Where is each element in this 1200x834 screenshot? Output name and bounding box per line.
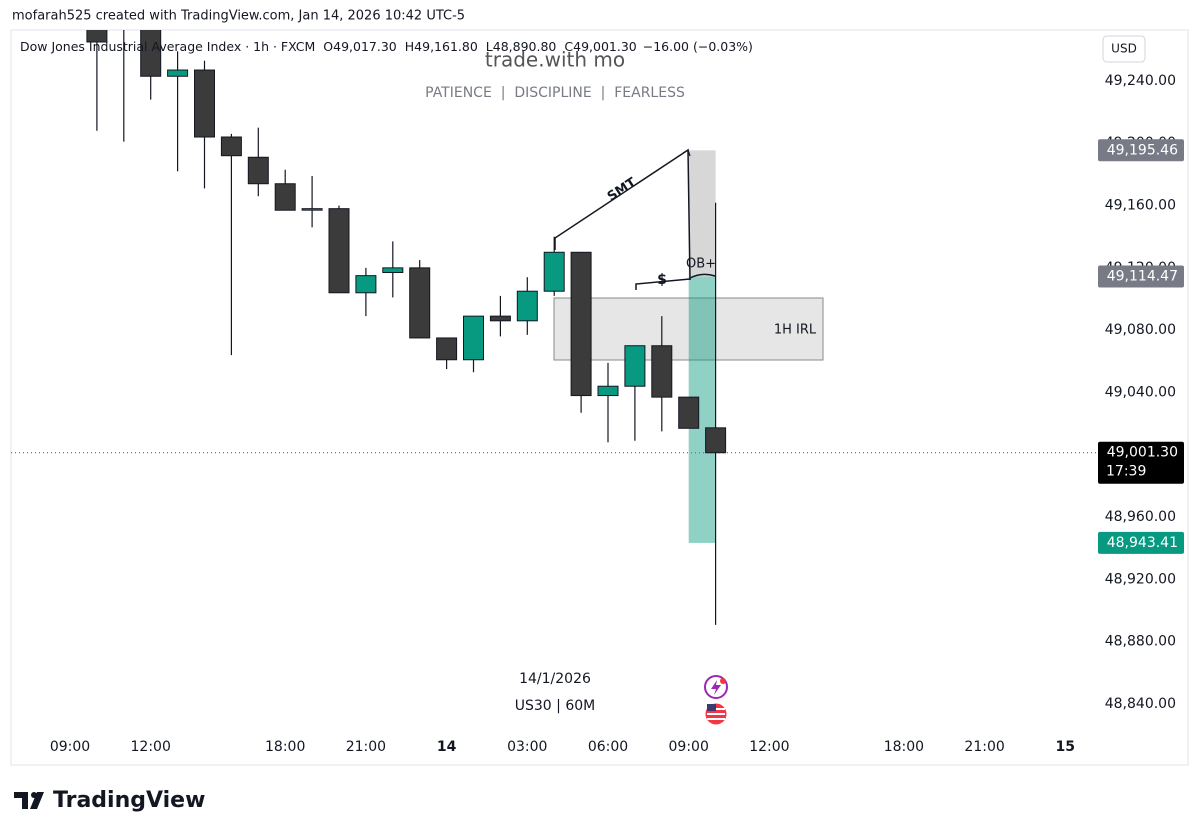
smt-arrow [682,149,691,157]
chart-title: Dow Jones Industrial Average Index · 1h … [20,39,315,54]
countdown: 17:39 [1106,464,1146,480]
chart-legend: Dow Jones Industrial Average Index · 1h … [20,39,753,54]
x-tick-label: 03:00 [507,739,547,755]
x-tick-label: 21:00 [346,739,386,755]
y-tick-label: 48,960.00 [1105,509,1176,525]
currency-button[interactable] [1102,35,1146,63]
candle-body [543,251,565,292]
candle-body [516,290,538,322]
ohlc: C49,001.30 [564,39,636,54]
candle-body [705,427,727,454]
lightning [711,680,721,695]
ohlc-change: −16.00 (−0.03%) [643,39,753,54]
price-badge-label: 48,943.41 [1107,535,1178,551]
candle-body [274,183,296,211]
brand: TradingView [53,788,205,813]
x-tick-label: 15 [1056,739,1075,755]
candle-body [382,267,404,274]
candle-body [301,208,323,211]
logo-mark [14,792,44,809]
stop-zone [688,150,716,277]
y-tick-label: 49,040.00 [1105,384,1176,400]
candle-body [436,337,458,361]
candle-body [597,385,619,397]
candle-body [489,315,511,322]
flag-stripe [707,713,725,715]
x-tick-label: 09:00 [50,739,90,755]
candle-body [220,136,242,157]
symbol-label: US30 | 60M [515,698,595,714]
x-tick-label: 12:00 [131,739,171,755]
candle-body [463,315,484,361]
flag-stripe [707,718,725,720]
ob-label: OB+ [686,257,716,272]
event-dot [720,678,726,684]
price-badge [1098,265,1184,288]
candle-body [355,275,377,294]
irl-zone [553,297,824,361]
candle-body [86,30,108,43]
liquidity-label: $ [657,272,667,288]
y-tick-label: 48,920.00 [1105,571,1176,587]
price-badges: 49,195.46 49,114.47 49,001.30 17:39 48,943.4… [1098,139,1184,554]
y-tick-label: 49,240.00 [1105,73,1176,89]
currency: USD [1111,42,1137,56]
x-tick-label: 06:00 [588,739,628,755]
liquidity-line [635,278,691,290]
date-label: 14/1/2026 [519,671,591,687]
zone-label: 1H IRL [774,323,817,338]
brand-logo: TradingView [14,788,205,813]
price-axis: 48,840.00 48,880.00 48,920.00 48,960.00 49,0… [1096,73,1176,712]
x-tick-label: 18:00 [884,739,924,755]
x-tick-label: 18:00 [265,739,305,755]
candle-body [247,156,269,185]
price-badge [1098,139,1184,162]
x-tick-label: 12:00 [749,739,789,755]
ob-line [689,273,716,279]
x-tick-label: 21:00 [964,739,1004,755]
price-badge-label: 49,114.47 [1107,268,1178,284]
subtitle: PATIENCE | DISCIPLINE | FEARLESS [425,85,685,101]
watermark: trade.with mo [485,48,625,72]
smt-label: SMT [605,175,639,205]
credit: mofarah525 created with TradingView.com,… [12,9,465,24]
price-badge [1098,531,1184,554]
flag-canton [707,704,716,711]
x-tick-label: 09:00 [669,739,709,755]
candle-body [409,267,431,339]
plot-area: 1H IRL [11,30,1096,625]
ohlc: L48,890.80 [486,39,557,54]
ohlc: H49,161.80 [405,39,478,54]
candle-body [167,69,189,77]
y-tick-label: 48,840.00 [1105,696,1176,712]
chart-frame [10,29,1189,766]
smt-line [554,148,691,281]
price-badge-label: 49,001.30 [1107,445,1178,461]
y-tick-label: 49,160.00 [1105,198,1176,214]
candle-body [140,30,162,77]
price-badge-label: 49,195.46 [1107,142,1178,158]
candle-body [328,208,350,294]
candle-body [651,345,673,398]
y-tick-label: 48,880.00 [1105,634,1176,650]
logo-dot [31,792,37,798]
price-badge [1098,441,1184,484]
candle-body [570,251,592,397]
ohlc: O49,017.30 [323,39,397,54]
candle-body [194,69,215,138]
candle-body [678,396,700,429]
candle-body [624,345,646,387]
x-tick-label: 14 [437,739,457,755]
y-tick-label: 49,080.00 [1105,322,1176,338]
